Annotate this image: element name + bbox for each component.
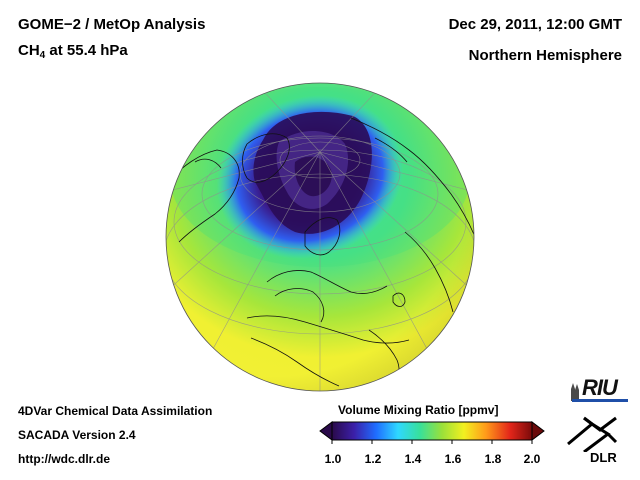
version-label: SACADA Version 2.4 [18,428,136,442]
colorbar-min-arrow [319,421,333,441]
colorbar-tick-label: 2.0 [523,452,541,466]
colorbar-tick-label: 1.6 [444,452,462,466]
globe-map [165,82,475,392]
colorbar-tick-label: 1.8 [484,452,502,466]
riu-logo-text: RIU [582,375,618,400]
species-name: CH [18,42,40,59]
colorbar-max-arrow [531,421,545,441]
hemisphere-label: Northern Hemisphere [468,47,622,64]
colorbar-tick-label: 1.0 [324,452,342,466]
species-subscript: 4 [39,50,46,61]
cathedral-spire-icon [571,383,579,401]
pressure-level: at 55.4 hPa [45,42,128,59]
dlr-emblem-icon [567,416,618,454]
colorbar-tick-label: 1.4 [404,452,422,466]
website-link[interactable]: http://wdc.dlr.de [18,452,110,466]
species-level-title: CH4 at 55.4 hPa [18,42,128,61]
riu-logo: RIU [566,375,630,405]
riu-logo-underline [572,399,628,402]
colorbar [319,421,545,444]
datetime-label: Dec 29, 2011, 12:00 GMT [448,16,622,33]
colorbar-tick-label: 1.2 [364,452,382,466]
colorbar-title: Volume Mixing Ratio [ppmv] [338,403,499,417]
dlr-logo: DLR [562,412,622,468]
analysis-title: GOME−2 / MetOp Analysis [18,16,206,33]
dlr-logo-text: DLR [590,450,617,465]
method-label: 4DVar Chemical Data Assimilation [18,404,213,418]
